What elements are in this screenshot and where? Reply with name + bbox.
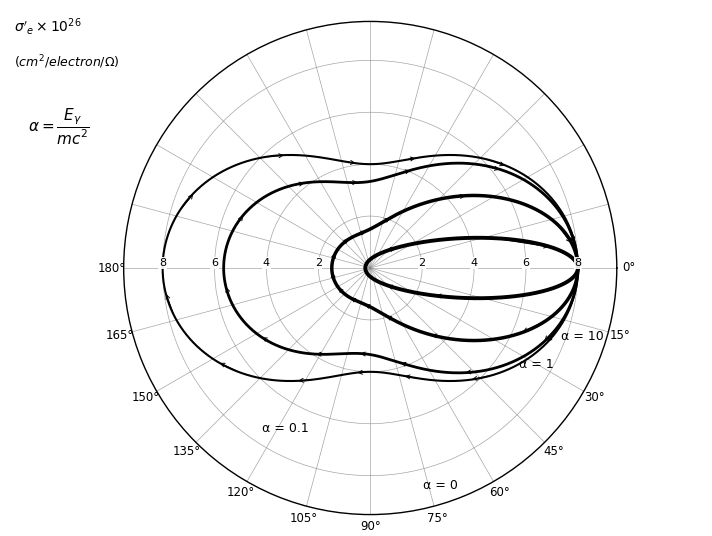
- Text: 4: 4: [263, 258, 270, 268]
- Text: $\alpha = \dfrac{E_\gamma}{mc^2}$: $\alpha = \dfrac{E_\gamma}{mc^2}$: [28, 107, 90, 147]
- Text: 75°: 75°: [427, 511, 448, 525]
- Text: α = 0: α = 0: [424, 479, 459, 492]
- Text: 60°: 60°: [489, 486, 510, 498]
- Text: 30°: 30°: [584, 391, 604, 404]
- Text: α = 1: α = 1: [519, 358, 554, 370]
- Text: $(cm^2/electron/\Omega)$: $(cm^2/electron/\Omega)$: [14, 54, 120, 71]
- Text: 150°: 150°: [132, 391, 160, 404]
- Text: 4: 4: [471, 258, 478, 268]
- Text: $\sigma'_e \times 10^{26}$: $\sigma'_e \times 10^{26}$: [14, 16, 82, 37]
- Text: 180°: 180°: [98, 262, 125, 274]
- Text: 165°: 165°: [106, 329, 135, 341]
- Text: 90°: 90°: [360, 520, 381, 533]
- Text: 2: 2: [315, 258, 322, 268]
- Text: α = 10: α = 10: [561, 331, 604, 344]
- Text: 0°: 0°: [622, 262, 636, 274]
- Text: 6: 6: [523, 258, 530, 268]
- Text: 45°: 45°: [543, 444, 564, 458]
- Text: α = 0.1: α = 0.1: [261, 422, 308, 435]
- Text: 6: 6: [211, 258, 218, 268]
- Text: 105°: 105°: [289, 511, 318, 525]
- Text: 8: 8: [575, 258, 582, 268]
- Text: 15°: 15°: [610, 329, 631, 341]
- Text: 135°: 135°: [173, 444, 201, 458]
- Text: 8: 8: [159, 258, 166, 268]
- Text: 120°: 120°: [226, 486, 255, 498]
- Text: 2: 2: [419, 258, 426, 268]
